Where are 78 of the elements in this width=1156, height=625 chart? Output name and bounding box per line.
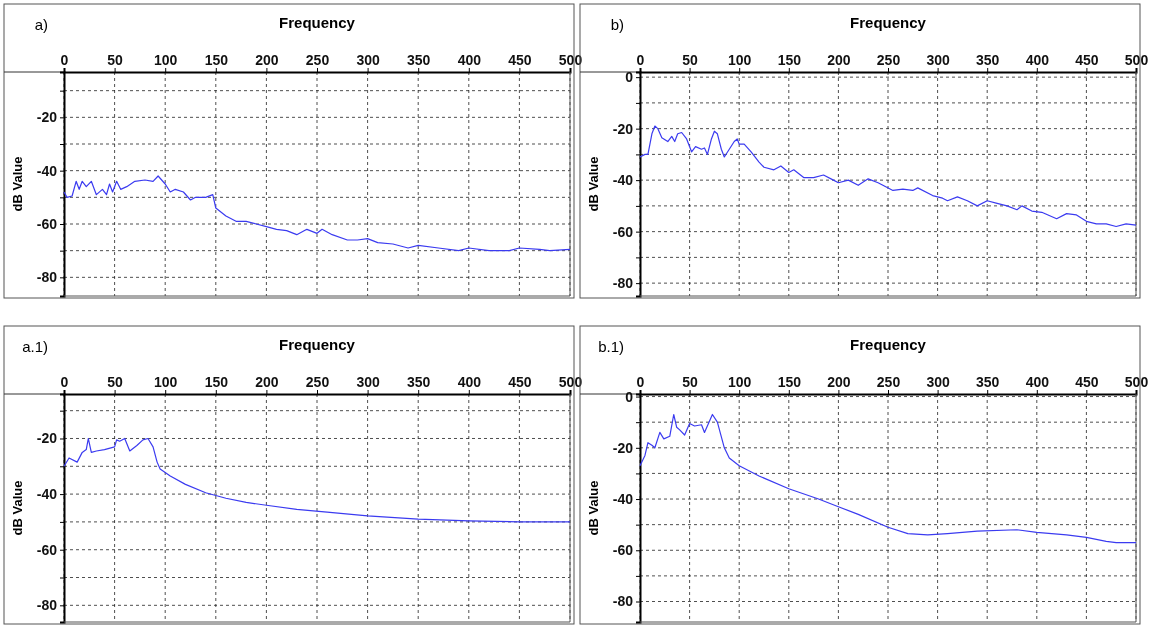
y-tick-label: -80: [612, 275, 634, 292]
x-tick-label: 200: [827, 374, 851, 390]
x-tick-label: 500: [558, 52, 583, 68]
x-tick-label: 300: [926, 52, 950, 68]
x-tick-label: 450: [1075, 374, 1099, 390]
x-tick-label: 300: [356, 52, 380, 68]
x-tick-label: 250: [876, 374, 901, 390]
x-tick-label: 50: [682, 374, 699, 390]
x-tick-label: 300: [926, 374, 950, 390]
x-tick-label: 400: [457, 52, 482, 68]
x-tick-label: 150: [777, 374, 802, 390]
y-tick-label: -60: [36, 541, 58, 558]
chart-title: a): [34, 16, 48, 33]
x-tick-label: 450: [1075, 52, 1099, 68]
line-series: [639, 413, 1137, 544]
x-tick-label: 200: [255, 374, 279, 390]
x-axis-title: Frequency: [850, 14, 927, 31]
x-tick-label: 450: [508, 52, 532, 68]
y-tick-label: -60: [36, 215, 58, 232]
x-tick-label: 150: [777, 52, 802, 68]
x-tick-label: 500: [1124, 52, 1149, 68]
y-axis-title: dB Value: [10, 480, 25, 536]
x-tick-label: 0: [636, 52, 645, 68]
x-tick-label: 200: [255, 52, 279, 68]
y-tick-label: -20: [36, 430, 58, 447]
x-tick-label: 100: [728, 374, 752, 390]
x-tick-label: 250: [305, 374, 330, 390]
x-tick-label: 500: [558, 374, 583, 390]
x-tick-label: 100: [154, 52, 178, 68]
x-tick-label: 150: [204, 374, 229, 390]
y-tick-label: -40: [612, 491, 634, 508]
x-tick-label: 350: [976, 52, 1000, 68]
y-tick-label: -20: [612, 120, 634, 137]
x-tick-label: 350: [407, 52, 431, 68]
y-tick-label: 0: [625, 388, 634, 405]
x-tick-label: 350: [407, 374, 431, 390]
x-axis-title: Frequency: [279, 14, 356, 31]
y-tick-label: -60: [612, 542, 634, 559]
x-tick-label: 450: [508, 374, 532, 390]
x-tick-label: 0: [636, 374, 645, 390]
x-axis-title: Frequency: [850, 336, 927, 353]
y-tick-label: -20: [612, 439, 634, 456]
chart-title: a.1): [22, 338, 48, 355]
x-tick-label: 400: [1025, 374, 1050, 390]
y-tick-label: -40: [612, 172, 634, 189]
x-tick-label: 100: [728, 52, 752, 68]
y-tick-label: -20: [36, 109, 58, 126]
x-tick-label: 200: [827, 52, 851, 68]
y-tick-label: -60: [612, 223, 634, 240]
y-tick-label: -80: [36, 597, 58, 614]
y-tick-label: -80: [612, 593, 634, 610]
y-tick-label: 0: [625, 69, 634, 86]
line-series: [63, 437, 571, 523]
y-tick-label: -80: [36, 269, 58, 286]
line-series: [63, 175, 571, 252]
x-tick-label: 350: [976, 374, 1000, 390]
x-tick-label: 250: [305, 52, 330, 68]
line-series: [639, 125, 1137, 228]
y-tick-label: -40: [36, 162, 58, 179]
x-tick-label: 500: [1124, 374, 1149, 390]
y-axis-title: dB Value: [586, 480, 601, 536]
x-tick-label: 50: [107, 52, 124, 68]
x-tick-label: 50: [682, 52, 699, 68]
x-axis-title: Frequency: [279, 336, 356, 353]
chart-title: b.1): [598, 338, 624, 355]
chart-title: b): [610, 16, 624, 33]
x-tick-label: 150: [204, 52, 229, 68]
y-tick-label: -40: [36, 486, 58, 503]
x-tick-label: 300: [356, 374, 380, 390]
y-axis-title: dB Value: [10, 156, 25, 212]
x-tick-label: 400: [1025, 52, 1050, 68]
y-axis-title: dB Value: [586, 156, 601, 212]
x-tick-label: 250: [876, 52, 901, 68]
x-tick-label: 0: [60, 52, 69, 68]
x-tick-label: 400: [457, 374, 482, 390]
x-tick-label: 100: [154, 374, 178, 390]
x-tick-label: 0: [60, 374, 69, 390]
x-tick-label: 50: [107, 374, 124, 390]
